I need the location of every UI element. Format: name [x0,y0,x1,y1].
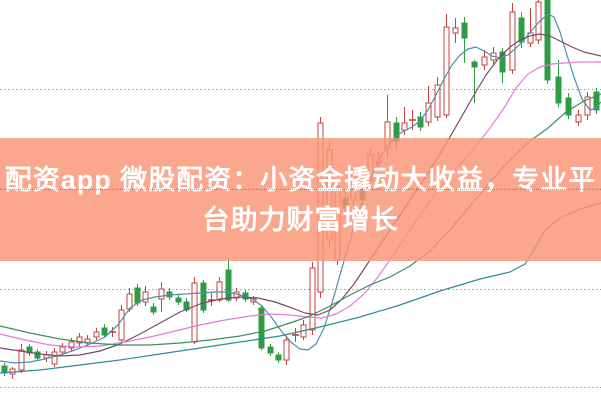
candle-body [575,114,582,123]
candle-body [216,281,223,301]
candle-body [509,11,516,71]
candle-body [158,288,165,300]
candle-body [452,27,459,34]
banner-title-line1: 配资app 微股配资：小资金撬动大收益，专业平 [4,164,597,195]
candle-body [258,307,265,349]
candle-body [544,0,551,81]
candle-body [527,32,534,44]
candle-body [434,84,441,118]
candle-body [68,341,75,349]
candle-body [150,306,157,313]
candle-body [76,336,83,344]
candle-body [267,346,274,354]
candle-body [471,61,478,68]
candle-body [142,291,149,303]
candle-body [18,349,25,371]
candle-body [225,269,232,301]
candle-body [309,267,316,331]
candle-body [535,1,542,41]
candle-body [59,346,66,353]
candle-body [101,327,108,336]
candle-body [134,287,141,304]
banner-title-line2: 台助力财富增长 [202,204,399,235]
promo-banner: 配资app 微股配资：小资金撬动大收益，专业平 台助力财富增长 [0,138,601,261]
candle-body [555,76,562,104]
candle-body [401,122,408,131]
candle-body [34,351,41,359]
ma-magenta-line [0,61,601,348]
candle-body [283,339,290,361]
candle-body [118,309,125,341]
candle-body [461,22,468,39]
candle-body [200,282,207,311]
candle-body [275,354,282,361]
ma-mid-purple-line [0,33,601,357]
candle-body [481,56,488,66]
candle-body [565,97,572,116]
candle-body [593,91,600,111]
candle-body [499,51,506,73]
candle-body [51,351,58,365]
candle-body [191,282,198,343]
candle-body [175,297,182,303]
candle-body [93,331,100,338]
